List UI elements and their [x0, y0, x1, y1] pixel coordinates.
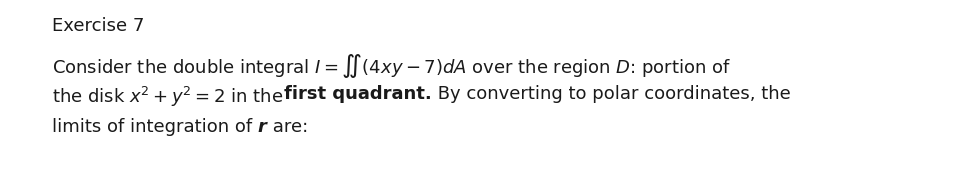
Text: By converting to polar coordinates, the: By converting to polar coordinates, the	[432, 85, 790, 103]
Text: r: r	[258, 118, 267, 136]
Text: first quadrant.: first quadrant.	[284, 85, 432, 103]
Text: limits of integration of: limits of integration of	[52, 118, 258, 136]
Text: Exercise 7: Exercise 7	[52, 17, 145, 35]
Text: Consider the double integral $I = \iint(4xy - 7)dA$ over the region $D$: portion: Consider the double integral $I = \iint(…	[52, 52, 731, 80]
Text: are:: are:	[267, 118, 308, 136]
Text: the disk $x^2 + y^2 = 2$ in the: the disk $x^2 + y^2 = 2$ in the	[52, 85, 284, 109]
